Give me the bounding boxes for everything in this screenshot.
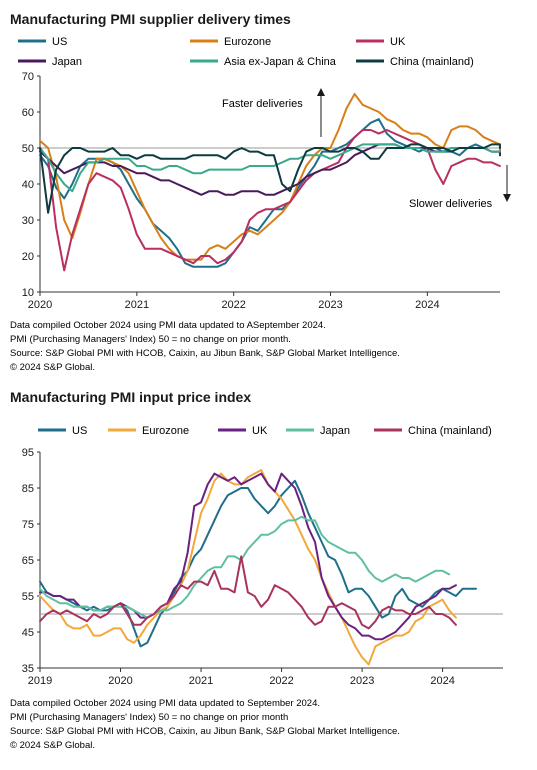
footnote: © 2024 S&P Global. xyxy=(10,362,95,373)
chart1-legend: US Eurozone UK Japan Asia ex-Japan & Chi… xyxy=(18,36,474,68)
legend-label-eurozone: Eurozone xyxy=(142,425,189,437)
chart1-footnotes: Data compiled October 2024 using PMI dat… xyxy=(10,320,400,373)
series-line-eurozone xyxy=(39,469,457,666)
legend-label-china: China (mainland) xyxy=(408,425,492,437)
x-tick-label: 2019 xyxy=(28,675,52,687)
legend-label-china: China (mainland) xyxy=(390,56,474,68)
y-tick-label: 55 xyxy=(22,591,34,603)
footnote: PMI (Purchasing Managers' Index) 50 = no… xyxy=(10,334,291,345)
chart1-title: Manufacturing PMI supplier delivery time… xyxy=(10,11,291,27)
series-line-us xyxy=(39,479,477,648)
chart1-axes: 10 20 30 40 50 60 70 2020 2021 2022 2023 2024 xyxy=(22,71,500,311)
y-tick-label: 65 xyxy=(22,555,34,567)
x-tick-label: 2020 xyxy=(108,675,132,687)
y-tick-label: 10 xyxy=(22,287,34,299)
y-tick-label: 30 xyxy=(22,215,34,227)
y-tick-label: 75 xyxy=(22,519,34,531)
legend-label-eurozone: Eurozone xyxy=(224,36,271,48)
series-line-china-mainland xyxy=(39,555,457,630)
x-tick-label: 2020 xyxy=(28,299,52,311)
legend-label-uk: UK xyxy=(252,425,268,437)
series-line-asia-ex-japan-china xyxy=(39,143,501,193)
chart1-lines xyxy=(39,93,501,272)
footnote: © 2024 S&P Global. xyxy=(10,740,95,751)
footnote: Source: S&P Global PMI with HCOB, Caixin… xyxy=(10,348,400,359)
x-tick-label: 2022 xyxy=(221,299,245,311)
series-line-uk xyxy=(39,129,501,272)
legend-label-us: US xyxy=(72,425,87,437)
x-tick-label: 2024 xyxy=(415,299,439,311)
x-tick-label: 2023 xyxy=(318,299,342,311)
series-line-japan xyxy=(39,515,451,619)
footnote: Data compiled October 2024 using PMI dat… xyxy=(10,698,320,709)
legend-label-us: US xyxy=(52,36,67,48)
y-tick-label: 95 xyxy=(22,447,34,459)
y-tick-label: 85 xyxy=(22,483,34,495)
chart2-legend: US Eurozone UK Japan China (mainland) xyxy=(38,425,492,437)
series-line-eurozone xyxy=(39,93,501,261)
footnote: Data compiled October 2024 using PMI dat… xyxy=(10,320,326,331)
y-tick-label: 60 xyxy=(22,107,34,119)
chart2-title: Manufacturing PMI input price index xyxy=(10,389,251,405)
legend-label-uk: UK xyxy=(390,36,406,48)
x-tick-label: 2023 xyxy=(350,675,374,687)
down-arrow-icon xyxy=(503,165,511,202)
y-tick-label: 20 xyxy=(22,251,34,263)
footnote: PMI (Purchasing Managers' Index) 50 = no… xyxy=(10,712,288,723)
chart2-lines xyxy=(39,469,477,666)
y-tick-label: 35 xyxy=(22,663,34,675)
legend-label-japan: Japan xyxy=(52,56,82,68)
annotation-faster: Faster deliveries xyxy=(222,98,303,110)
y-tick-label: 50 xyxy=(22,143,34,155)
y-tick-label: 45 xyxy=(22,627,34,639)
chart2-axes: 35 45 55 65 75 85 95 2019 2020 2021 2022 2023 2024 xyxy=(22,447,503,687)
x-tick-label: 2021 xyxy=(189,675,213,687)
x-tick-label: 2021 xyxy=(125,299,149,311)
annotation-slower: Slower deliveries xyxy=(409,198,493,210)
y-tick-label: 40 xyxy=(22,179,34,191)
footnote: Source: S&P Global PMI with HCOB, Caixin… xyxy=(10,726,400,737)
legend-label-asia: Asia ex-Japan & China xyxy=(224,56,337,68)
x-tick-label: 2022 xyxy=(269,675,293,687)
chart2-footnotes: Data compiled October 2024 using PMI dat… xyxy=(10,698,400,751)
legend-label-japan: Japan xyxy=(320,425,350,437)
series-line-china-mainland xyxy=(39,143,501,214)
x-tick-label: 2024 xyxy=(430,675,454,687)
y-tick-label: 70 xyxy=(22,71,34,83)
up-arrow-icon xyxy=(317,88,325,137)
